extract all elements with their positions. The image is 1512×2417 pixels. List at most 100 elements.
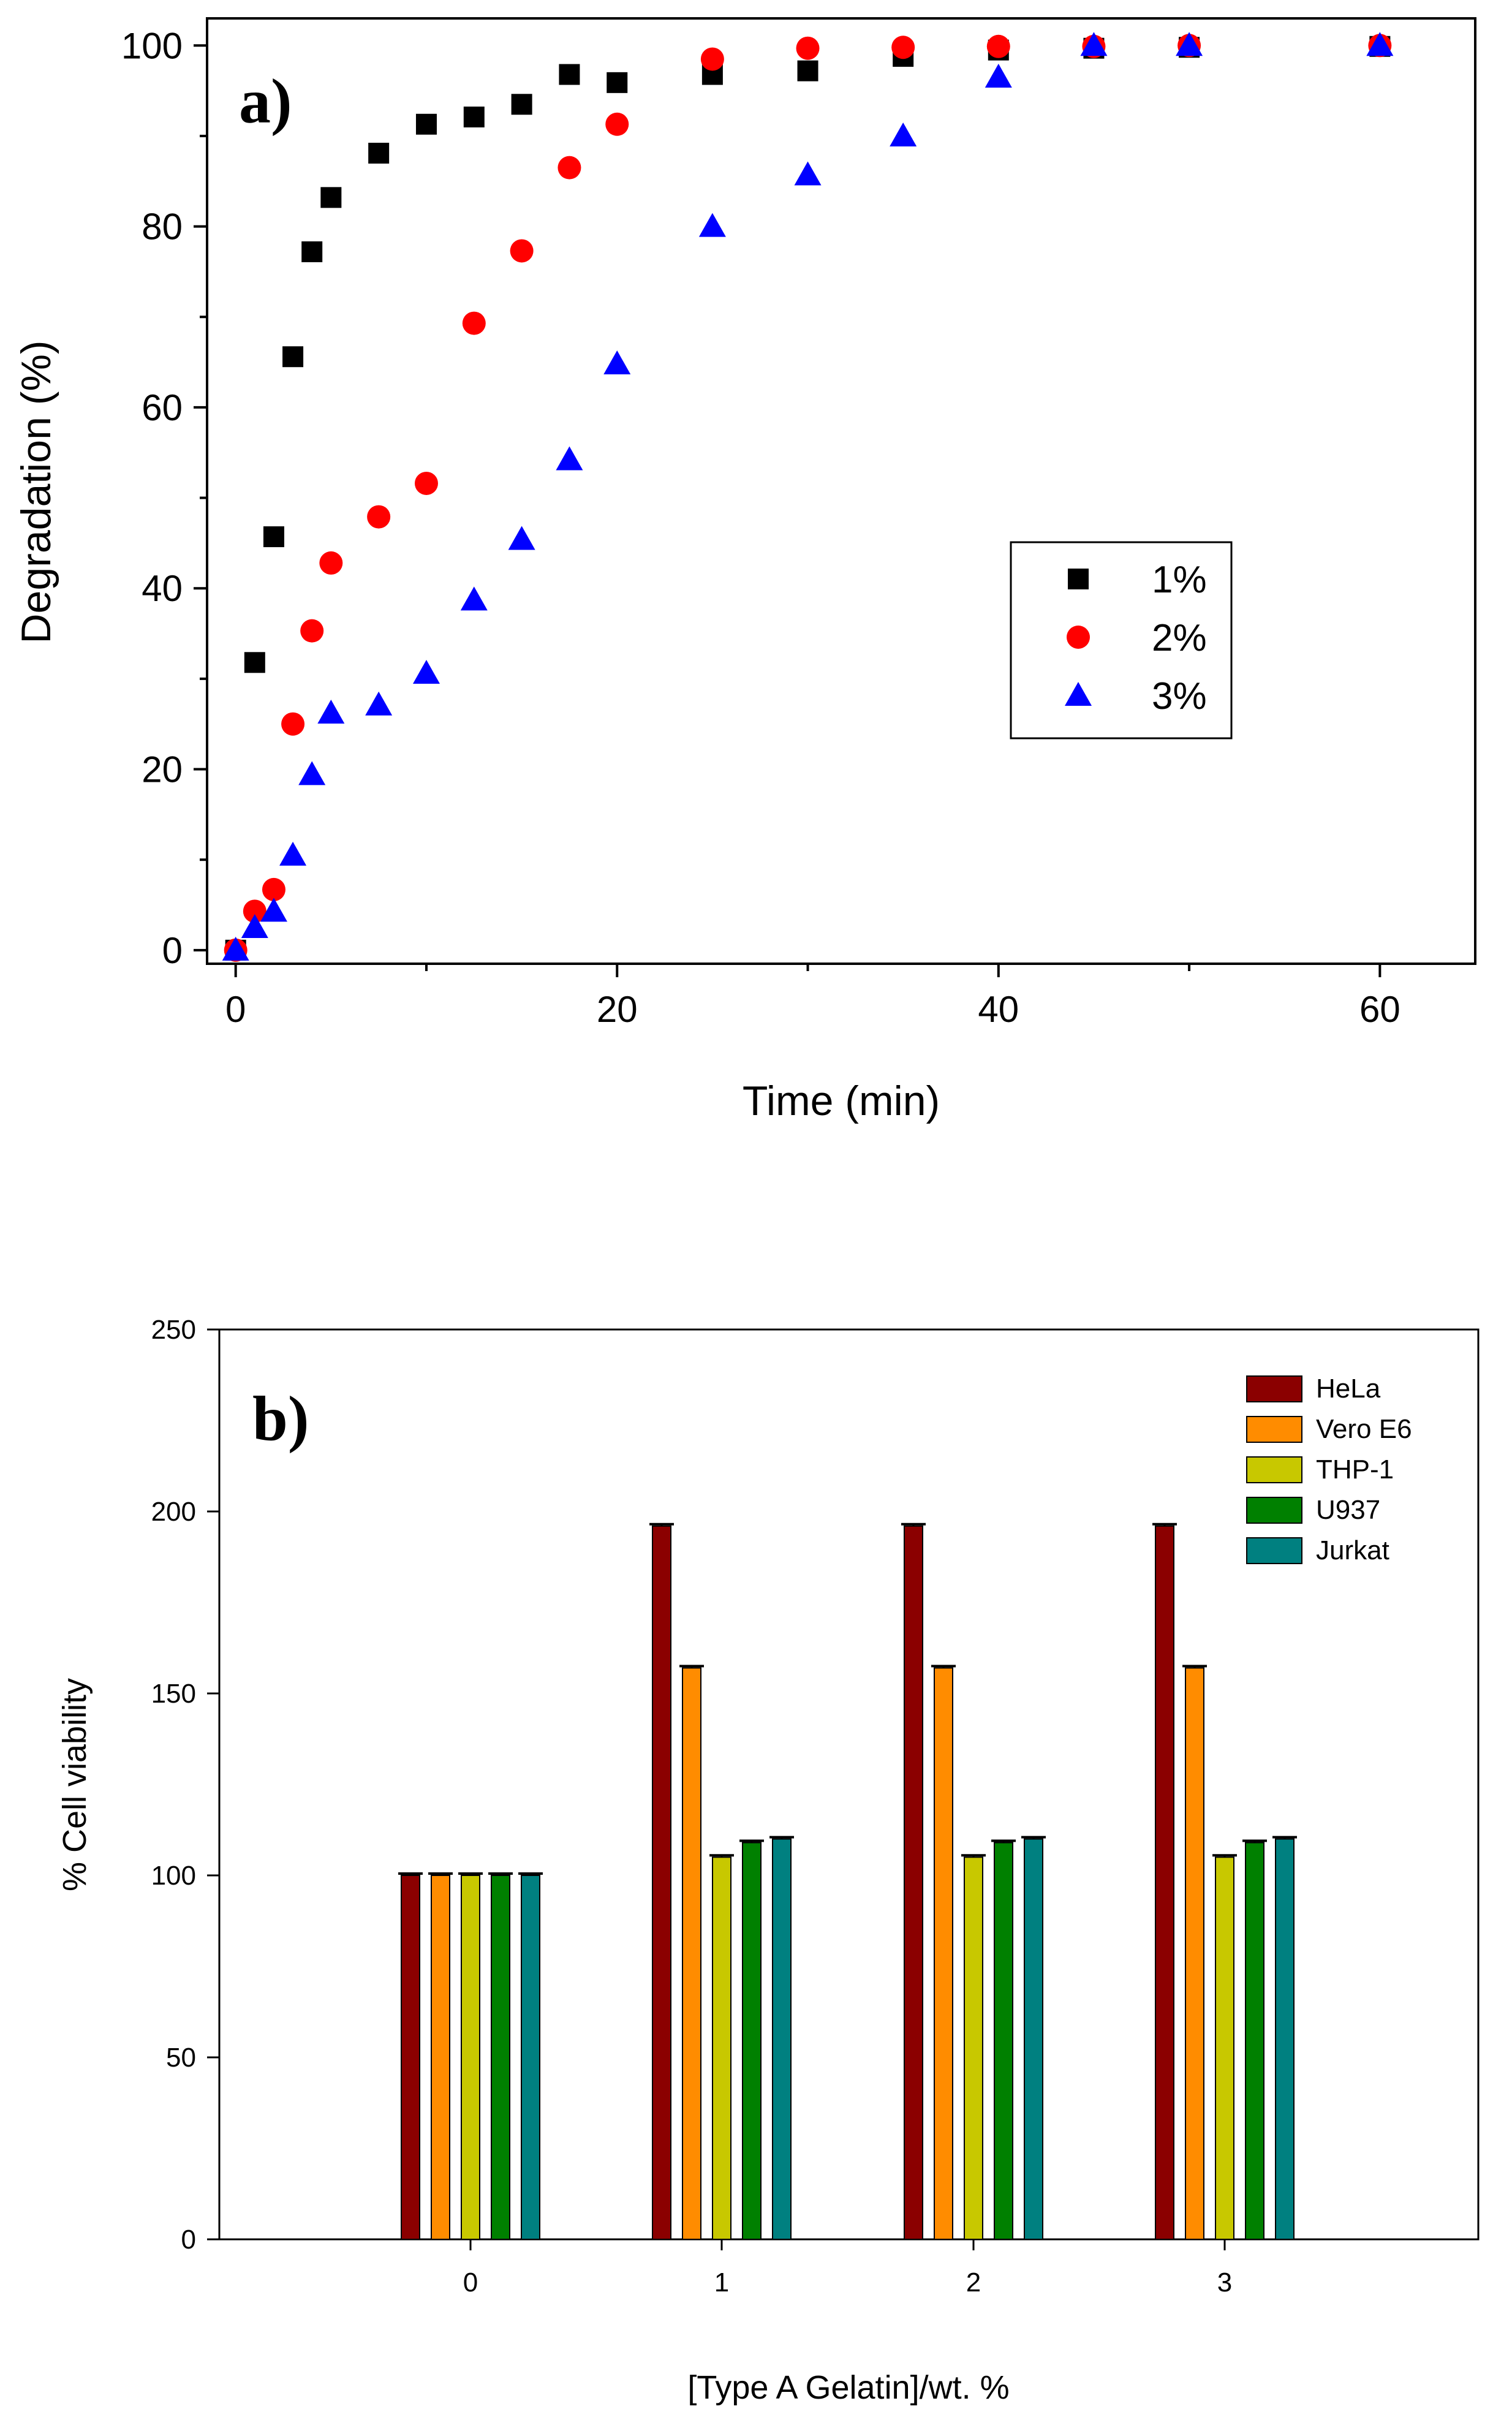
panel-a-y-tick-label: 80 (142, 206, 183, 248)
panel-b-legend-label: HeLa (1316, 1374, 1381, 1404)
panel-b-ticks: 0 50 100 150 200 250 0 1 2 3 (151, 1315, 1233, 2298)
panel-b-legend-label: Vero E6 (1316, 1414, 1412, 1444)
panel-a-label: a) (239, 66, 292, 137)
panel-a-data-point (262, 877, 285, 901)
panel-a-x-tick-label: 20 (597, 989, 638, 1030)
panel-b-x-tick-label: 0 (463, 2268, 478, 2298)
panel-b-legend-label: Jurkat (1316, 1535, 1389, 1565)
panel-b-bar (431, 1875, 450, 2240)
panel-a-data-point (700, 47, 724, 71)
panel-a-data-point (1080, 32, 1108, 56)
panel-b-x-tick-label: 1 (714, 2268, 729, 2298)
panel-a-data-point (698, 213, 726, 237)
panel-b-x-axis-label: [Type A Gelatin]/wt. % (687, 2369, 1009, 2406)
panel-b-legend-label: THP-1 (1316, 1454, 1394, 1485)
panel-b-bar (712, 1856, 731, 2241)
panel-b-bar (652, 1525, 671, 2240)
panel-a-legend-marker (1068, 569, 1089, 589)
panel-b-legend-swatch (1246, 1416, 1302, 1443)
panel-b-y-tick-label: 0 (181, 2225, 196, 2255)
panel-a-data-point (559, 64, 580, 85)
panel-a-data-point (301, 241, 323, 262)
panel-a-data-point (244, 652, 265, 673)
panel-a-data-point (319, 551, 343, 575)
panel-a-data-point (796, 36, 820, 60)
panel-a-data-point (1366, 32, 1394, 56)
panel-a-data-point (985, 63, 1012, 88)
panel-b-bar (1185, 1667, 1204, 2240)
panel-b-y-tick-label: 50 (166, 2043, 196, 2073)
panel-a-data-point (986, 34, 1010, 58)
panel-a-data-point (365, 691, 393, 716)
panel-a-data-point (222, 936, 249, 961)
panel-a-data-point (510, 239, 534, 263)
panel-b-bar (1215, 1856, 1234, 2241)
panel-a-data-point (891, 36, 915, 59)
panel-a-data-point (511, 94, 532, 115)
panel-a-y-tick-label: 20 (142, 749, 183, 790)
panel-b-x-tick-label: 2 (966, 2268, 981, 2298)
panel-a-ticks: 0 20 40 60 0 20 40 60 80 100 (121, 25, 1400, 1030)
panel-a-data-point (797, 60, 818, 81)
panel-b-y-tick-label: 250 (151, 1315, 196, 1345)
panel-a-data-point (241, 913, 268, 938)
panel-a-data-point (281, 712, 305, 736)
panel-a-data-point (368, 143, 390, 164)
panel-a-y-tick-label: 40 (142, 568, 183, 609)
panel-a-data-point (558, 156, 581, 180)
panel-b-bar (521, 1875, 540, 2240)
panel-a-x-tick-label: 60 (1359, 989, 1400, 1030)
panel-a-legend-marker (1067, 626, 1090, 649)
panel-b-bar (742, 1842, 762, 2241)
panel-a-y-tick-label: 0 (162, 930, 183, 971)
panel-a-data-point (300, 619, 324, 643)
panel-a-data-points (222, 32, 1394, 962)
panel-a-data-point (890, 122, 917, 146)
panel-b-bar (461, 1875, 480, 2240)
panel-a-data-point (414, 471, 438, 495)
panel-a-y-tick-label: 60 (142, 387, 183, 428)
panel-b-legend-swatch (1246, 1456, 1302, 1483)
panel-b-bar (1024, 1838, 1043, 2241)
panel-b-x-tick-label: 3 (1217, 2268, 1232, 2298)
panel-a-data-point (415, 113, 437, 135)
panel-b-bar (994, 1842, 1013, 2241)
panel-b-bar (1275, 1838, 1295, 2241)
panel-a-data-point (1176, 32, 1203, 56)
panel-b-bar-chart: 0 50 100 150 200 250 0 1 2 3 b) [Type A Gelatin]/… (56, 1315, 1480, 2406)
panel-a-data-point (463, 106, 485, 127)
panel-a-data-point (603, 350, 631, 375)
panel-a-legend-marker (1065, 682, 1092, 706)
panel-b-legend-label: U937 (1316, 1495, 1380, 1525)
panel-b-bar (682, 1667, 701, 2240)
panel-b-y-tick-label: 100 (151, 1861, 196, 1891)
panel-a-data-point (605, 112, 629, 136)
panel-a-data-point (462, 311, 486, 335)
panel-a-x-axis-label: Time (min) (743, 1078, 940, 1124)
panel-b-bar (772, 1838, 792, 2241)
panel-b-bar (491, 1875, 510, 2240)
panel-a-data-point (794, 161, 822, 186)
panel-a-data-point (263, 526, 284, 548)
panel-b-legend-swatch (1246, 1375, 1302, 1402)
panel-a-data-point (508, 526, 535, 550)
panel-a-legend-label: 2% (1152, 617, 1207, 659)
panel-b-bars (398, 1522, 1297, 2241)
panel-a-legend-label: 1% (1152, 559, 1207, 601)
panel-a-data-point (243, 899, 266, 923)
panel-a-data-point (367, 505, 391, 529)
panel-a-data-point (607, 72, 628, 93)
panel-b-bar (904, 1525, 923, 2240)
panel-a-legend-label: 3% (1152, 675, 1207, 717)
panel-b-label: b) (252, 1383, 309, 1454)
panel-a-data-point (279, 841, 307, 866)
panel-a-series-triangle (222, 32, 1394, 961)
panel-a-x-tick-label: 40 (978, 989, 1019, 1030)
panel-a-data-point (320, 187, 342, 208)
panel-a-scatter: 0 20 40 60 0 20 40 60 80 100 a) Time (min) Degrad… (13, 17, 1476, 1124)
panel-a-data-point (412, 660, 440, 684)
panel-b-y-tick-label: 200 (151, 1497, 196, 1527)
panel-a-legend: 1% 2% 3% (1010, 541, 1233, 739)
panel-b-bar (401, 1875, 420, 2240)
